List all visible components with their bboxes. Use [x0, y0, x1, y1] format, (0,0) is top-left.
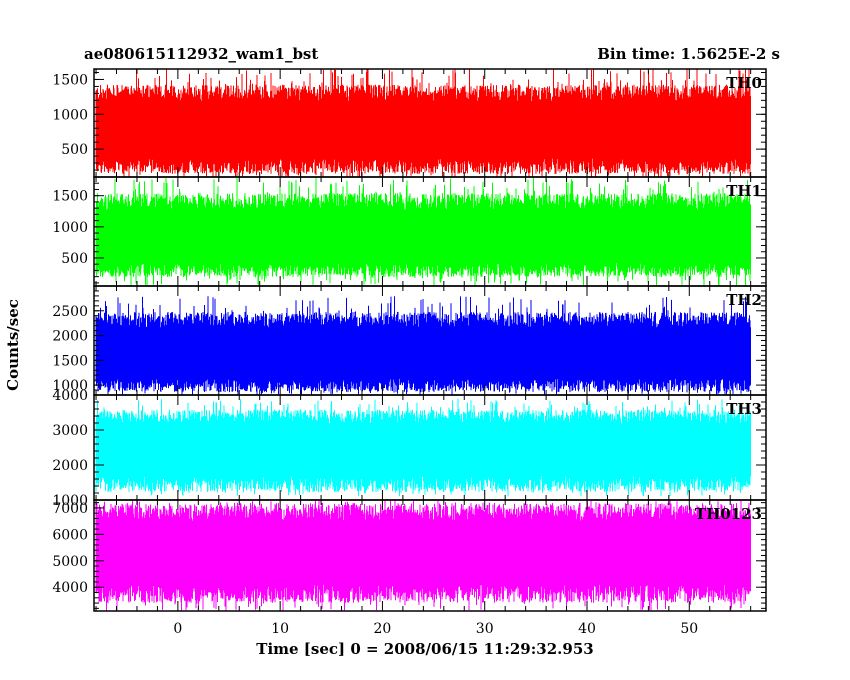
y-tick-label: 2000	[52, 329, 88, 345]
y-tick-label: 3000	[52, 423, 88, 439]
x-tick-label: 0	[173, 621, 182, 637]
x-tick-label: 10	[271, 621, 289, 637]
y-tick-label: 2500	[52, 304, 88, 320]
y-tick-label: 4000	[52, 388, 88, 404]
panel-th0123: 4000 5000 6000 7000 TH0123	[52, 499, 767, 612]
y-tick-label: 7000	[52, 501, 88, 517]
series-th3	[95, 398, 751, 497]
panel-th2: 1000 1500 2000 2500 TH2	[52, 285, 767, 396]
plot-title: ae080615112932_wam1_bst	[84, 45, 318, 63]
y-tick-label: 1000	[52, 107, 88, 123]
panel-label-th3: TH3	[726, 400, 762, 418]
y-tick-label: 6000	[52, 527, 88, 543]
y-axis-label: Counts/sec	[4, 299, 22, 391]
y-tick-label: 500	[61, 251, 88, 267]
x-tick-label: 30	[476, 621, 494, 637]
bin-time-label: Bin time: 1.5625E-2 s	[597, 45, 780, 63]
panel-th1: 500 1000 1500 TH1	[52, 176, 767, 287]
y-tick-label: 1500	[52, 353, 88, 369]
x-tick-label: 20	[374, 621, 392, 637]
series-th0123	[95, 500, 751, 611]
y-tick-label: 1000	[52, 378, 88, 394]
panel-th3: 1000 2000 3000 4000 TH3	[52, 388, 767, 509]
x-tick-label: 40	[578, 621, 596, 637]
panel-th0: 500 1000 1500 TH0	[52, 68, 767, 178]
y-tick-label: 500	[61, 142, 88, 158]
x-axis-label: Time [sec] 0 = 2008/06/15 11:29:32.953	[256, 640, 593, 658]
panel-label-th0: TH0	[726, 74, 762, 92]
series-th0	[95, 69, 751, 177]
series-th2	[95, 296, 751, 395]
y-tick-label: 5000	[52, 554, 88, 570]
y-tick-label: 1000	[52, 220, 88, 236]
x-tick-label: 50	[680, 621, 698, 637]
y-tick-label: 2000	[52, 458, 88, 474]
y-tick-label: 1500	[52, 189, 88, 205]
y-tick-label: 4000	[52, 580, 88, 596]
panel-label-th2: TH2	[726, 291, 762, 309]
y-tick-label: 1500	[52, 72, 88, 88]
panel-label-th1: TH1	[726, 182, 762, 200]
y-tick-label: 1000	[52, 493, 88, 509]
panel-label-th0123: TH0123	[695, 505, 762, 523]
series-th1	[95, 177, 751, 286]
